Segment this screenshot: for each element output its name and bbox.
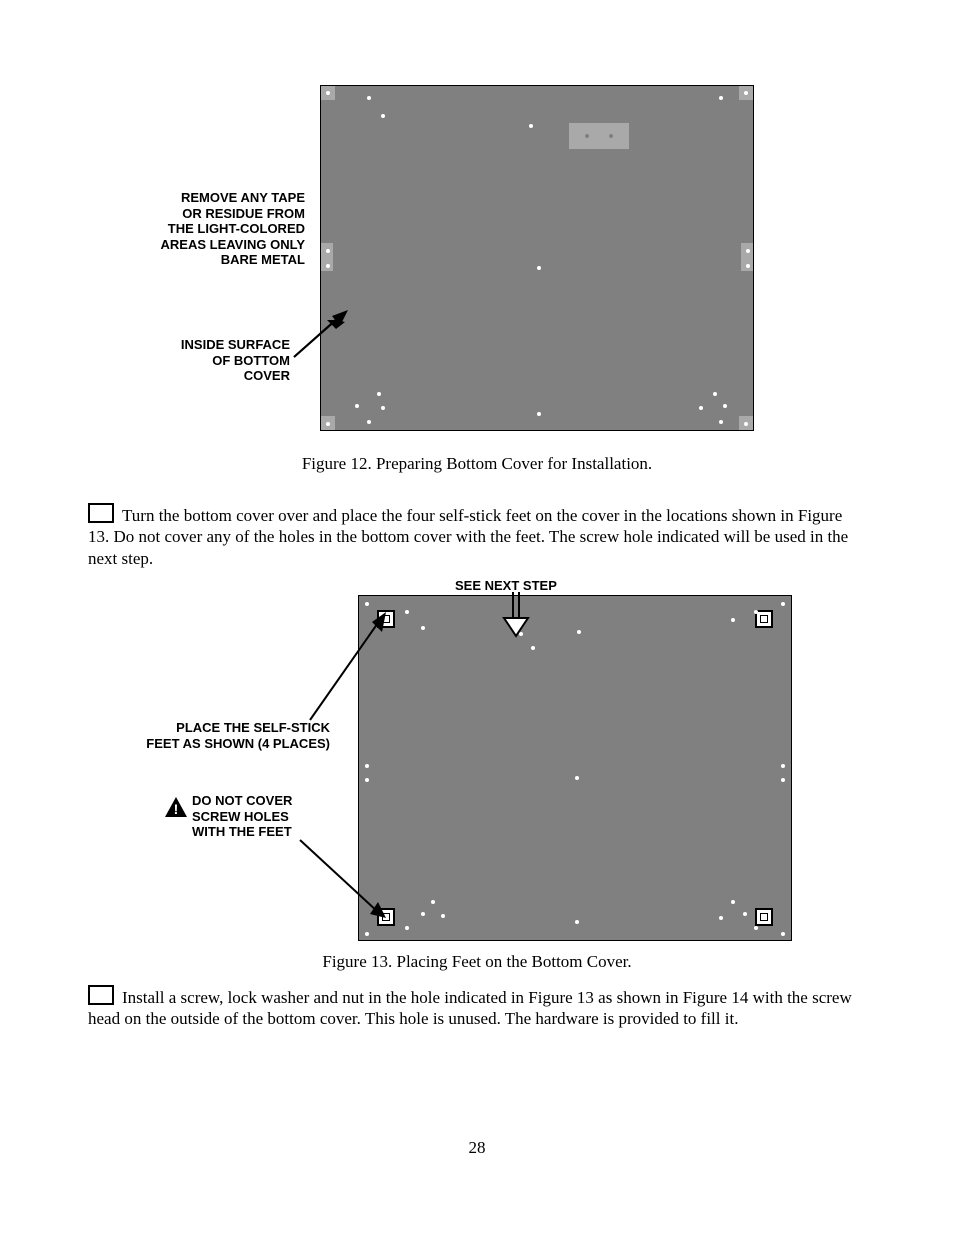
fig13-label-place: PLACE THE SELF-STICK FEET AS SHOWN (4 PL… xyxy=(130,720,330,751)
fig12-dot xyxy=(713,392,717,396)
fig12-dot xyxy=(537,266,541,270)
checkbox-icon xyxy=(88,503,114,523)
fig13-panel xyxy=(358,595,792,941)
step1-text: Turn the bottom cover over and place the… xyxy=(88,506,848,568)
fig12-dot xyxy=(355,404,359,408)
fig13-dot xyxy=(731,900,735,904)
fig13-dot xyxy=(731,618,735,622)
fig13-caption: Figure 13. Placing Feet on the Bottom Co… xyxy=(0,952,954,972)
fig12-label-inside: INSIDE SURFACE OF BOTTOM COVER xyxy=(160,337,290,384)
fig13-dot xyxy=(575,776,579,780)
fig13-dot xyxy=(405,610,409,614)
fig13-dot xyxy=(519,632,523,636)
fig12-dot xyxy=(377,392,381,396)
fig13-see-next-label: SEE NEXT STEP xyxy=(455,578,557,593)
step2-paragraph: Install a screw, lock washer and nut in … xyxy=(88,985,866,1030)
fig12-dot xyxy=(381,114,385,118)
fig13-dot xyxy=(577,630,581,634)
fig12-dot xyxy=(326,249,330,253)
fig13-dot xyxy=(531,646,535,650)
fig13-dot xyxy=(781,602,785,606)
fig12-dot xyxy=(367,420,371,424)
fig13-dot xyxy=(365,778,369,782)
fig13-dot xyxy=(405,926,409,930)
fig12-dot xyxy=(367,96,371,100)
fig13-dot xyxy=(754,926,758,930)
step2-text: Install a screw, lock washer and nut in … xyxy=(88,988,852,1028)
fig12-dot xyxy=(723,404,727,408)
fig13-dot xyxy=(781,932,785,936)
fig12-panel xyxy=(320,85,754,431)
fig13-dot xyxy=(754,610,758,614)
svg-text:!: ! xyxy=(174,801,179,817)
fig13-dot xyxy=(441,914,445,918)
fig13-dot xyxy=(743,912,747,916)
fig12-dot xyxy=(326,91,330,95)
fig12-topbox-dot xyxy=(609,134,613,138)
fig12-dot xyxy=(719,420,723,424)
fig12-dot xyxy=(326,264,330,268)
fig13-dot xyxy=(365,602,369,606)
step1-paragraph: Turn the bottom cover over and place the… xyxy=(88,503,866,569)
fig12-dot xyxy=(746,249,750,253)
fig12-dot xyxy=(537,412,541,416)
fig13-dot xyxy=(781,778,785,782)
fig12-dot xyxy=(746,264,750,268)
fig12-label-remove: REMOVE ANY TAPE OR RESIDUE FROM THE LIGH… xyxy=(145,190,305,268)
fig13-foot xyxy=(377,610,395,628)
fig13-dot xyxy=(575,920,579,924)
fig13-foot xyxy=(377,908,395,926)
fig13-foot xyxy=(755,908,773,926)
fig13-dot xyxy=(421,912,425,916)
fig12-dot xyxy=(529,124,533,128)
fig13-label-warn: DO NOT COVER SCREW HOLES WITH THE FEET xyxy=(192,793,322,840)
checkbox-icon xyxy=(88,985,114,1005)
fig13-dot xyxy=(421,626,425,630)
page-number: 28 xyxy=(0,1138,954,1158)
fig12-dot xyxy=(744,422,748,426)
fig13-dot xyxy=(719,916,723,920)
fig12-dot xyxy=(699,406,703,410)
fig13-dot xyxy=(781,764,785,768)
fig12-caption: Figure 12. Preparing Bottom Cover for In… xyxy=(0,454,954,474)
fig12-dot xyxy=(719,96,723,100)
fig12-top-box xyxy=(569,123,629,149)
fig12-topbox-dot xyxy=(585,134,589,138)
fig12-dot xyxy=(744,91,748,95)
fig12-dot xyxy=(326,422,330,426)
fig13-dot xyxy=(365,932,369,936)
page: REMOVE ANY TAPE OR RESIDUE FROM THE LIGH… xyxy=(0,0,954,1235)
fig13-dot xyxy=(365,764,369,768)
warning-icon: ! xyxy=(165,797,187,817)
fig13-dot xyxy=(431,900,435,904)
fig12-dot xyxy=(381,406,385,410)
